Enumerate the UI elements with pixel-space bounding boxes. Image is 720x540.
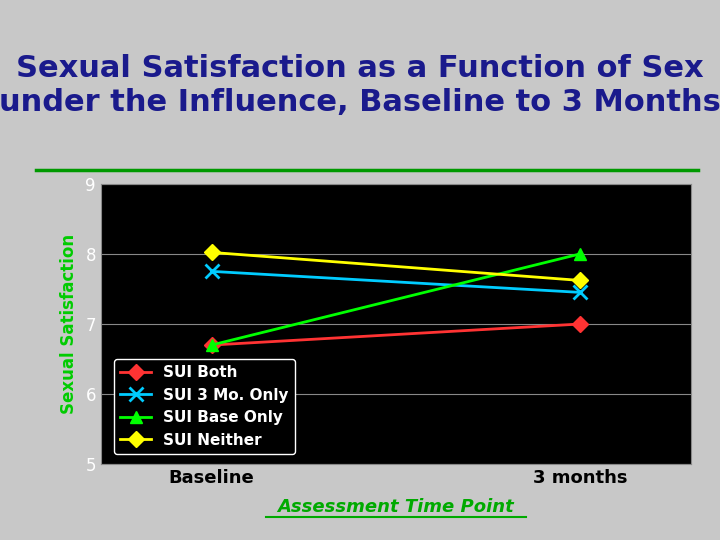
Text: Assessment Time Point: Assessment Time Point bbox=[278, 498, 514, 516]
Y-axis label: Sexual Satisfaction: Sexual Satisfaction bbox=[60, 234, 78, 414]
Text: Sexual Satisfaction as a Function of Sex
under the Influence, Baseline to 3 Mont: Sexual Satisfaction as a Function of Sex… bbox=[0, 54, 720, 117]
Legend: SUI Both, SUI 3 Mo. Only, SUI Base Only, SUI Neither: SUI Both, SUI 3 Mo. Only, SUI Base Only,… bbox=[114, 359, 295, 454]
